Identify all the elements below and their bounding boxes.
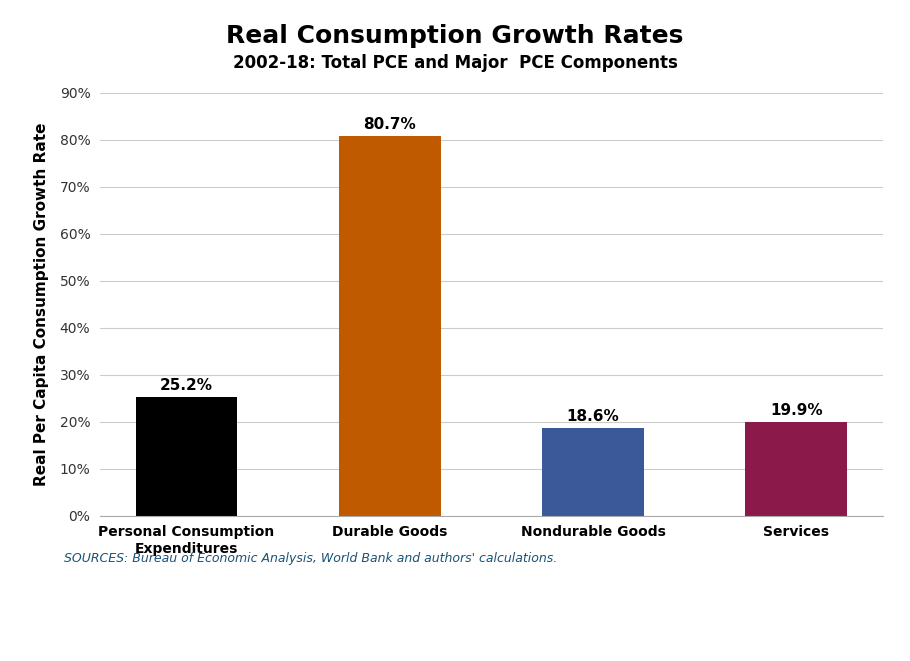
Text: 18.6%: 18.6% [567, 409, 620, 424]
Bar [745, 422, 847, 516]
Text: Real Consumption Growth Rates: Real Consumption Growth Rates [227, 24, 683, 48]
Text: SOURCES: Bureau of Economic Analysis, World Bank and authors' calculations.: SOURCES: Bureau of Economic Analysis, Wo… [64, 552, 557, 565]
Text: of: of [244, 622, 258, 637]
Bar [542, 428, 644, 516]
Bar [136, 397, 238, 516]
Y-axis label: Real Per Capita Consumption Growth Rate: Real Per Capita Consumption Growth Rate [34, 122, 48, 486]
Text: 25.2%: 25.2% [160, 378, 213, 393]
Text: St. Louis: St. Louis [278, 622, 358, 637]
Text: 2002-18: Total PCE and Major  PCE Components: 2002-18: Total PCE and Major PCE Compone… [233, 54, 677, 72]
Text: 80.7%: 80.7% [363, 118, 416, 132]
Bar [339, 136, 440, 516]
Text: 19.9%: 19.9% [770, 403, 823, 418]
Text: Federal Reserve Bank: Federal Reserve Bank [25, 622, 217, 637]
Text: F: F [25, 622, 36, 637]
